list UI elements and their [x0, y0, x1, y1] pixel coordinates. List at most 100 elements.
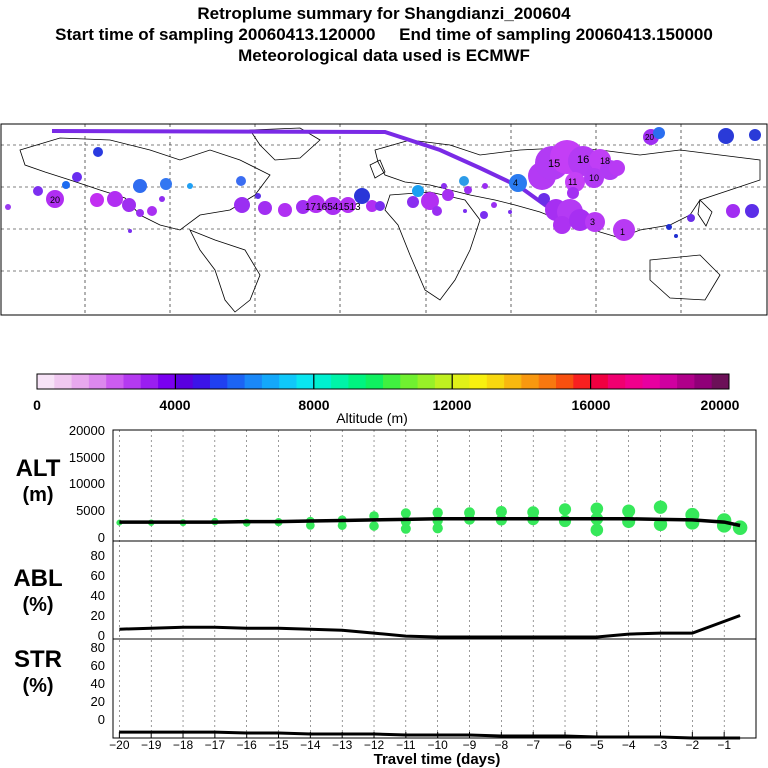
sampling-period: Start time of sampling 20060413.120000 E…: [55, 25, 713, 44]
alt-point: [432, 523, 443, 534]
alt-point: [495, 505, 507, 518]
colorbar-cell: [625, 374, 643, 389]
abl-ytick-0: 0: [98, 628, 105, 643]
alt-point: [558, 514, 572, 528]
svg-text:10: 10: [589, 173, 599, 183]
x-tick-label: −8: [495, 738, 509, 752]
svg-text:18: 18: [600, 156, 610, 166]
colorbar-cell: [261, 374, 280, 389]
str-ytick-0: 0: [98, 712, 105, 727]
colorbar-cell: [659, 374, 678, 389]
chart-title: Retroplume summary for Shangdianzi_20060…: [197, 4, 571, 23]
str-ytick-60: 60: [91, 658, 105, 673]
x-tick-label: −15: [268, 738, 289, 752]
colorbar-cell: [244, 374, 263, 389]
alt-panel-label: ALT: [16, 455, 61, 482]
x-tick-label: −1: [717, 738, 731, 752]
str-panel-unit: (%): [22, 675, 53, 697]
colorbar-cell: [210, 374, 228, 389]
colorbar-tick-0: 0: [33, 397, 41, 413]
str-ytick-80: 80: [91, 640, 105, 655]
abl-ytick-80: 80: [91, 548, 105, 563]
alt-point: [400, 523, 411, 534]
x-tick-label: −9: [463, 738, 477, 752]
alt-point: [432, 507, 443, 518]
x-tick-label: −12: [364, 738, 385, 752]
svg-text:20: 20: [645, 133, 654, 142]
colorbar-cell: [71, 374, 90, 389]
x-tick-label: −4: [622, 738, 636, 752]
alt-point: [306, 521, 315, 530]
alt-ytick-5000: 5000: [76, 503, 105, 518]
alt-point: [732, 520, 748, 535]
colorbar-cells: [37, 374, 730, 389]
colorbar-cell: [452, 374, 470, 389]
x-axis-ticks: −20 −19 −18 −17 −16 −15 −14 −13 −12 −11 −10 −9 −8 −7 −…: [109, 732, 731, 752]
colorbar-cell: [607, 374, 626, 389]
x-tick-label: −20: [109, 738, 130, 752]
colorbar-label: Altitude (m): [336, 410, 408, 426]
alt-point: [369, 521, 379, 531]
x-tick-label: −19: [141, 738, 162, 752]
colorbar-cell: [677, 374, 695, 389]
colorbar-cell: [192, 374, 211, 389]
x-tick-label: −18: [173, 738, 194, 752]
x-tick-label: −3: [654, 738, 668, 752]
abl-ytick-20: 20: [91, 608, 105, 623]
colorbar-cell: [383, 374, 401, 389]
colorbar-tick-4000: 4000: [159, 397, 190, 413]
svg-text:3: 3: [590, 217, 595, 227]
trajectory-path: [51, 129, 567, 220]
svg-text:15: 15: [548, 158, 560, 170]
alt-mean-line: [119, 517, 741, 528]
svg-text:11: 11: [568, 177, 577, 187]
colorbar-cell: [400, 374, 419, 389]
colorbar-tick-16000: 16000: [572, 397, 611, 413]
abl-ytick-40: 40: [91, 588, 105, 603]
svg-text:16: 16: [577, 154, 589, 166]
day-gridlines: [119, 430, 725, 738]
alt-point: [622, 504, 636, 518]
colorbar-cell: [365, 374, 384, 389]
x-tick-label: −7: [526, 738, 540, 752]
colorbar-cell: [123, 374, 142, 389]
colorbar-cell: [469, 374, 488, 389]
colorbar-cell: [88, 374, 107, 389]
alt-point: [464, 507, 475, 519]
alt-point: [590, 523, 604, 537]
str-panel-label: STR: [14, 646, 62, 673]
colorbar-cell: [158, 374, 176, 389]
trajectory-map: 15 16 18 11 10 1 3 4 20 20 1716541513: [0, 123, 768, 316]
str-ytick-20: 20: [91, 694, 105, 709]
svg-text:20: 20: [50, 195, 60, 205]
x-tick-label: −17: [205, 738, 226, 752]
colorbar-cell: [694, 374, 713, 389]
x-tick-label: −10: [428, 738, 449, 752]
plume-day-labels: 15 16 18 11 10 1 3 4 20 20 1716541513: [50, 133, 654, 237]
colorbar-tick-20000: 20000: [701, 397, 740, 413]
alt-ytick-20000: 20000: [69, 423, 105, 438]
colorbar-cell: [227, 374, 246, 389]
alt-point: [400, 508, 411, 519]
str-ytick-40: 40: [91, 676, 105, 691]
alt-point: [527, 506, 540, 519]
x-tick-label: −11: [396, 738, 416, 752]
colorbar-cell: [331, 374, 349, 389]
svg-text:4: 4: [513, 178, 518, 188]
colorbar-cell: [313, 374, 332, 389]
alt-point: [653, 500, 668, 514]
abl-line: [119, 614, 741, 639]
colorbar-cell: [106, 374, 124, 389]
x-tick-label: −6: [558, 738, 572, 752]
x-tick-label: −13: [332, 738, 353, 752]
colorbar-cell: [504, 374, 522, 389]
alt-point: [590, 502, 604, 516]
colorbar-tick-8000: 8000: [298, 397, 329, 413]
abl-panel: ABL (%) 80 60 40 20 0: [13, 548, 741, 643]
x-tick-label: −2: [685, 738, 699, 752]
colorbar-cell: [521, 374, 540, 389]
abl-panel-label: ABL: [13, 565, 62, 592]
alt-point: [337, 520, 347, 530]
alt-point: [558, 503, 572, 516]
